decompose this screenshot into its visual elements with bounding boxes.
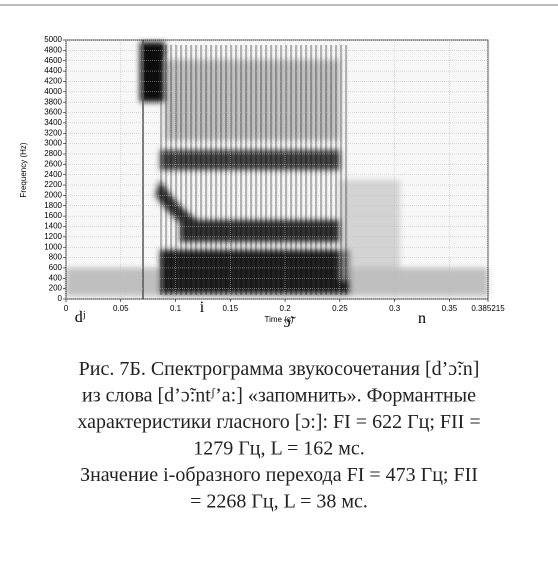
y-tick-label: 3400 [44, 118, 62, 127]
y-tick-label: 1200 [44, 232, 62, 241]
caption-line: из слова [d’ɔ̃:ntᶴ’a:] «запомнить». Форм… [82, 385, 476, 407]
y-tick-label: 1600 [44, 211, 62, 220]
y-tick-label: 1400 [44, 222, 62, 231]
y-axis-label: Frequency (Hz) [19, 142, 28, 197]
y-tick-label: 2000 [44, 191, 62, 200]
y-tick-label: 4600 [44, 56, 62, 65]
segment-label: ɔ̃ [283, 314, 296, 331]
y-tick-label: 4200 [44, 77, 62, 86]
segment-label: n [418, 310, 426, 327]
x-tick-label: 0.1 [170, 304, 182, 313]
y-tick-label: 2200 [44, 180, 62, 189]
y-tick-label: 3000 [44, 139, 62, 148]
x-tick-label: 0.35 [442, 304, 458, 313]
x-tick-label: 0.3 [389, 304, 401, 313]
caption-line: = 2268 Гц, L = 38 мс. [190, 491, 368, 513]
x-tick-label: 0 [64, 304, 69, 313]
y-tick-label: 4800 [44, 45, 62, 54]
segment-label: i [200, 299, 205, 316]
x-tick-label: 0.15 [223, 304, 239, 313]
y-tick-label: 3200 [44, 128, 62, 137]
segment-label: dʲ [75, 309, 86, 326]
caption-line: 1279 Гц, L = 162 мс. [193, 438, 365, 460]
x-axis-label: Time (s) [264, 315, 293, 324]
y-tick-label: 2800 [44, 149, 62, 158]
caption-line: характеристики гласного [ɔ:]: FI = 622 Г… [77, 411, 480, 433]
y-tick-label: 4400 [44, 66, 62, 75]
y-tick-label: 800 [49, 253, 63, 262]
y-tick-label: 1800 [44, 201, 62, 210]
x-tick-label: 0.2 [280, 304, 292, 313]
caption-line: Рис. 7Б. Спектрограмма звукосочетания [d… [79, 358, 480, 380]
x-tick-label: 0.385215 [471, 304, 505, 313]
spectrogram-image [65, 39, 489, 300]
y-tick-label: 400 [49, 273, 63, 282]
x-tick-label: 0.25 [332, 304, 348, 313]
caption-line: Значение i-образного перехода FI = 473 Г… [80, 464, 478, 486]
y-tick-label: 2600 [44, 159, 62, 168]
x-tick-label: 0.05 [113, 304, 129, 313]
y-tick-label: 3600 [44, 108, 62, 117]
y-tick-label: 600 [49, 263, 63, 272]
y-tick-label: 200 [49, 284, 63, 293]
y-tick-label: 4000 [44, 87, 62, 96]
y-tick-label: 5000 [44, 35, 62, 44]
y-tick-label: 2400 [44, 170, 62, 179]
y-tick-label: 0 [58, 294, 63, 303]
caption: Рис. 7Б. Спектрограмма звукосочетания [d… [77, 358, 480, 513]
y-tick-label: 3800 [44, 97, 62, 106]
y-tick-label: 1000 [44, 242, 62, 251]
